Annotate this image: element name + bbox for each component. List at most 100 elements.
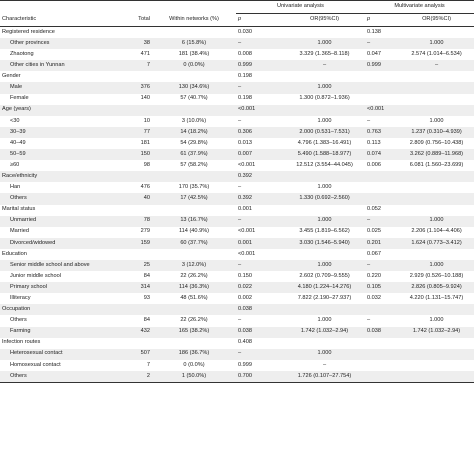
cell-within-networks: 54 (29.8%) (180, 139, 208, 146)
cell-multivariate-p (365, 171, 400, 183)
header-univariate: Univariate analysis (236, 0, 366, 14)
cell-characteristic: Divorced/widowed (0, 237, 126, 249)
cell-univariate-or: 2.000 (0.531–7.531) (284, 126, 366, 138)
cell-characteristic: Others (0, 370, 126, 383)
cell-multivariate-or: 2.826 (0.805–9.924) (399, 282, 474, 294)
cell-univariate-or (284, 104, 366, 116)
cell-univariate-p: 0.999 (236, 60, 284, 72)
cell-univariate-or (284, 171, 366, 183)
cell-univariate-p: 0.013 (238, 139, 252, 146)
cell-within-networks: 22 (26.2%) (180, 317, 208, 324)
cell-univariate-or: 1.000 (317, 184, 332, 191)
cell-univariate-or: 1.726 (0.107–27.754) (284, 370, 366, 383)
cell-total: 507 (126, 348, 152, 360)
cell-multivariate-or (399, 249, 474, 260)
cell-univariate-p: – (236, 38, 284, 50)
cell-characteristic: ≥60 (10, 161, 20, 168)
cell-characteristic: Others (10, 317, 27, 324)
cell-multivariate-or: 1.000 (429, 317, 444, 324)
table-row: ≥60 98 57 (58.2%) <0.001 12.512 (3.554–44.04… (0, 160, 474, 171)
cell-multivariate-or: 4.220 (1.131–15.747) (409, 295, 464, 301)
cell-within-networks: 17 (42.5%) (152, 193, 236, 205)
cell-within-networks: 3 (12.0%) (152, 259, 236, 272)
header-spacer (152, 1, 236, 14)
cell-within-networks (152, 304, 236, 316)
table-row: <30 10 3 (10.0%) – 1.000 – 1.000 (0, 116, 474, 127)
cell-multivariate-p: 0.052 (367, 206, 382, 213)
cell-total: 471 (140, 50, 150, 57)
table-group-row: Age (years) <0.001 <0.001 (0, 104, 474, 116)
cell-total: 10 (143, 117, 150, 124)
cell-multivariate-or (399, 71, 474, 82)
cell-characteristic: Primary school (0, 282, 126, 294)
cell-multivariate-or (399, 171, 474, 183)
cell-multivariate-or (399, 27, 474, 39)
cell-univariate-p: <0.001 (238, 161, 256, 168)
cell-characteristic: Unmarried (0, 215, 126, 227)
cell-within-networks (152, 71, 236, 82)
cell-multivariate-p: 0.025 (367, 228, 382, 235)
cell-univariate-or: 4.796 (1.383–16.491) (297, 139, 352, 146)
cell-multivariate-p: – (367, 317, 371, 324)
table-row: Illiteracy 93 48 (51.6%) 0.002 7.822 (2.190–… (0, 293, 474, 304)
cell-within-networks (152, 27, 236, 39)
cell-within-networks: 60 (37.7%) (152, 237, 236, 249)
cell-total: 159 (126, 237, 152, 249)
cell-within-networks (152, 171, 236, 183)
cell-multivariate-p (365, 82, 400, 94)
table-row: Homosexual contact 7 0 (0.0%) 0.999 – (0, 360, 474, 371)
cell-multivariate-p (365, 338, 399, 349)
cell-characteristic: Illiteracy (10, 295, 31, 301)
cell-univariate-or: 1.000 (284, 82, 366, 94)
cell-multivariate-or: 1.000 (399, 259, 474, 272)
cell-multivariate-p: – (365, 38, 400, 50)
cell-characteristic: Other provinces (0, 38, 126, 50)
cell-total: 38 (126, 38, 152, 50)
header-multivariate-or: OR(95%CI) (399, 13, 474, 27)
cell-univariate-p: <0.001 (238, 228, 256, 235)
cell-univariate-p: 0.002 (238, 295, 252, 301)
cell-characteristic: Others (0, 193, 126, 205)
header-characteristic: Characteristic (0, 13, 126, 27)
cell-within-networks (152, 338, 236, 349)
cell-within-networks: 6 (15.8%) (152, 38, 236, 50)
cell-multivariate-p: 0.201 (365, 237, 400, 249)
cell-univariate-or (284, 338, 365, 349)
cell-within-networks (152, 249, 236, 260)
table-row: Senior middle school and above 25 3 (12.0%… (0, 259, 474, 272)
cell-univariate-p: 0.007 (236, 149, 284, 161)
table-group-row: Gender 0.198 (0, 71, 474, 82)
cell-multivariate-p (365, 193, 400, 205)
cell-univariate-p: – (238, 317, 242, 324)
cell-total (126, 205, 152, 216)
cell-multivariate-or: – (399, 60, 474, 72)
table-row: Junior middle school 84 22 (26.2%) 0.150 2.6… (0, 271, 474, 282)
cell-total (126, 304, 152, 316)
cell-multivariate-p: – (365, 259, 400, 272)
header-univariate-or: OR(95%CI) (284, 13, 366, 27)
table-group-row: Race/ethnicity 0.392 (0, 171, 474, 183)
table-row: Zhaotong 471 181 (38.4%) 0.008 3.329 (1.365–… (0, 49, 474, 60)
header-univariate-p: p (236, 13, 284, 27)
cell-within-networks: 0 (0.0%) (183, 361, 205, 368)
table-row: Han 476 170 (35.7%) – 1.000 (0, 182, 474, 193)
cell-univariate-p: 0.008 (238, 50, 252, 57)
table-row: 30–39 77 14 (18.2%) 0.306 2.000 (0.531–7.531… (0, 126, 474, 138)
cell-characteristic: 50–59 (0, 149, 126, 161)
cell-characteristic: Education (2, 250, 27, 257)
table-group-row: Registered residence 0.030 0.138 (0, 27, 474, 39)
cell-multivariate-or (399, 94, 474, 105)
table-row: Others 2 1 (50.0%) 0.700 1.726 (0.107–27.754… (0, 370, 474, 383)
cell-total: 78 (126, 215, 152, 227)
table-group-row: Marital status 0.001 0.052 (0, 205, 474, 216)
cell-multivariate-p: 0.047 (367, 50, 382, 57)
cell-multivariate-or (399, 82, 474, 94)
cell-univariate-or: 12.512 (3.554–44.045) (296, 161, 353, 168)
cell-univariate-p: 0.038 (236, 326, 284, 338)
cell-univariate-or: 3.329 (1.365–8.118) (299, 50, 350, 57)
cell-univariate-or: 1.000 (317, 117, 332, 124)
cell-multivariate-or: 1.000 (429, 117, 444, 124)
header-total: Total (126, 13, 152, 27)
cell-univariate-p: 0.001 (238, 206, 252, 213)
cell-univariate-p: 0.700 (236, 370, 284, 383)
